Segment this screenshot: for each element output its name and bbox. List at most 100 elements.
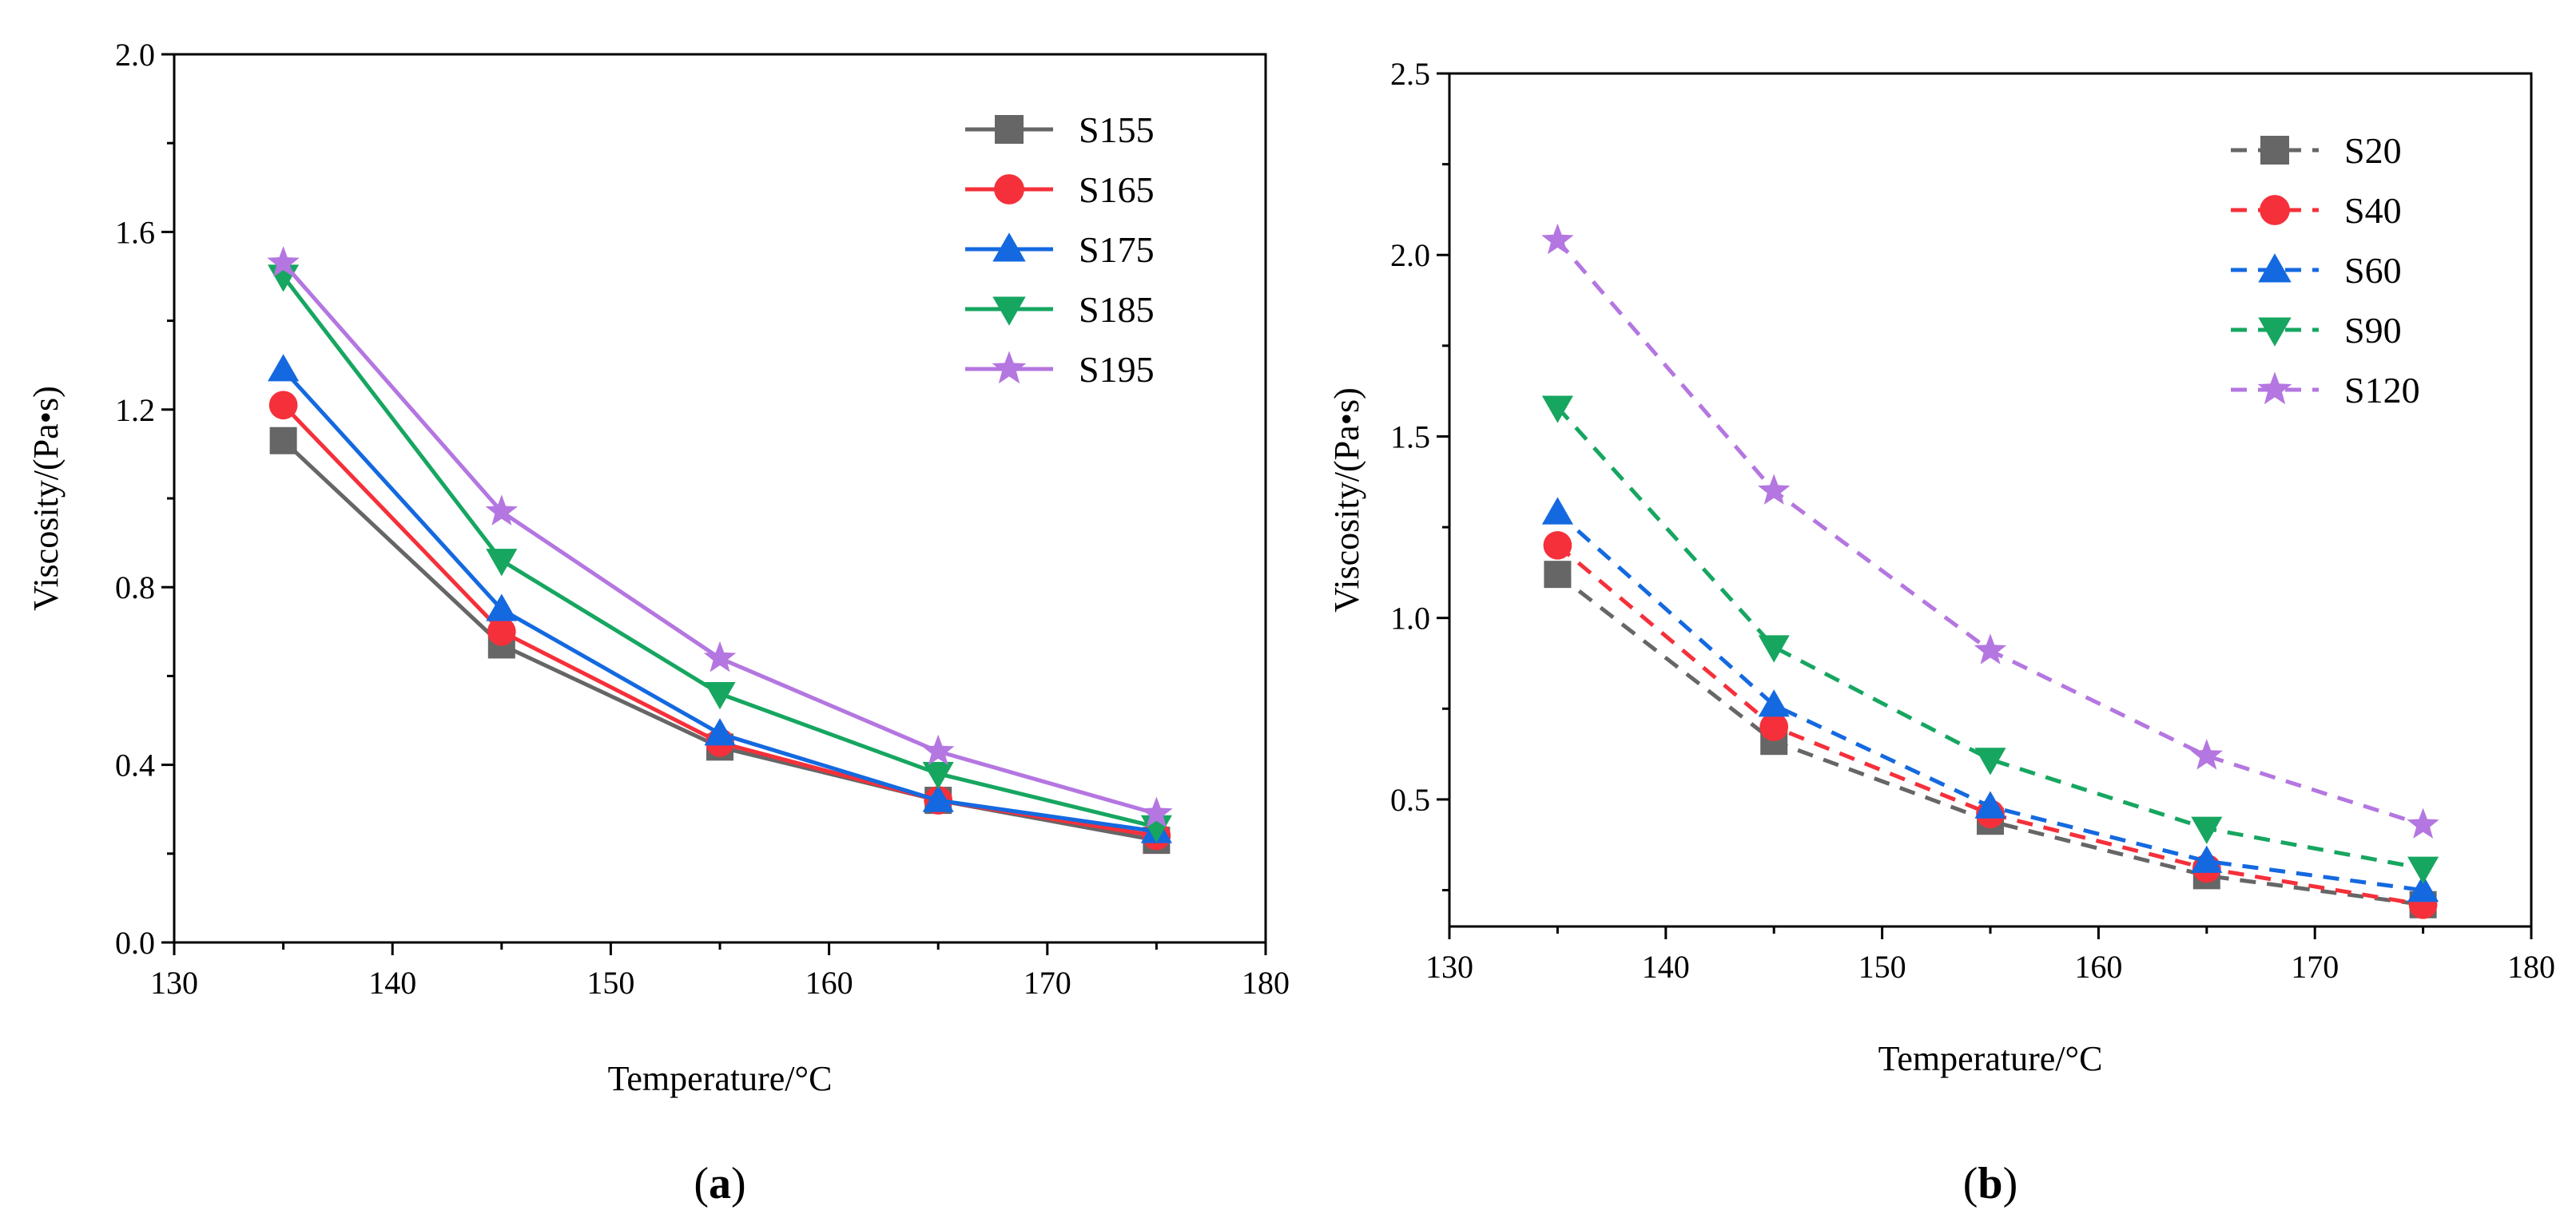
legend-marker-S185 [992,296,1026,326]
data-point-S165-135 [268,391,298,420]
x-tick-label: 180 [2507,949,2555,985]
legend-marker-S90 [2258,317,2292,347]
panel-a-chart: 130 140 150 160 170 180 0.0 0.4 0.8 1.2 1.6 2.0 Temp… [26,37,1290,1208]
legend-label-S90: S90 [2344,310,2402,351]
data-point-S60-135 [1541,497,1573,525]
panel-label-close: ) [731,1159,746,1208]
y-tick-label: 1.6 [115,214,155,250]
legend-label-S20: S20 [2344,130,2402,171]
data-point-S175-155 [704,718,736,746]
legend: S20 S40 S60 S90 S120 [2231,130,2420,411]
data-point-S90-155 [1974,748,2006,776]
data-point-S165-145 [487,617,516,646]
data-point-S120-145 [1758,474,1791,505]
x-tick-label: 150 [1858,949,1906,985]
data-point-S40-145 [1759,712,1789,741]
legend-marker-S20 [2260,136,2289,165]
x-axis-title: Temperature/°C [1878,1039,2103,1078]
data-point-S185-155 [704,681,736,710]
legend-marker-S175 [992,232,1026,262]
x-tick-label: 170 [1024,965,1071,1001]
data-point-S195-165 [922,734,955,766]
data-point-S155-135 [269,426,297,454]
x-tick-label: 130 [1425,949,1473,985]
legend: S155 S165 S175 S185 S195 [965,109,1155,390]
y-tick-label: 2.0 [115,37,155,73]
x-tick-label: 180 [1242,965,1290,1001]
y-tick-label: 1.5 [1390,419,1430,454]
data-point-S60-165 [2191,845,2223,873]
series-line-S165 [281,403,1157,839]
data-point-S60-145 [1758,689,1790,717]
x-tick-label: 170 [2291,949,2339,985]
data-point-S20-135 [1544,561,1572,589]
x-tick-label: 140 [368,965,416,1001]
series-S90 [1541,395,2439,884]
legend-marker-S40 [2260,195,2290,225]
data-point-S90-175 [2407,856,2439,884]
data-point-S120-175 [2407,807,2439,839]
data-point-S175-165 [922,784,954,812]
series-S175 [268,354,1172,843]
legend-marker-S155 [995,115,1024,144]
data-point-S60-155 [1974,791,2006,819]
series-line-S175 [281,368,1157,834]
panel-b-chart: 130 140 150 160 170 180 0.5 1.0 1.5 2.0 2.5 Tempera… [1327,56,2555,1208]
data-point-S120-135 [1541,223,1574,255]
data-point-S90-165 [2191,816,2223,844]
data-point-S185-145 [486,549,518,577]
data-point-S195-135 [267,246,300,277]
y-tick-label: 1.2 [115,392,155,428]
series-S60 [1541,497,2439,903]
panel-label-letter: a [709,1159,731,1208]
legend-label-S165: S165 [1079,169,1155,210]
series-line-S40 [1556,543,2424,907]
x-tick-label: 160 [805,965,853,1001]
legend-label-S195: S195 [1079,349,1155,390]
x-tick-label: 150 [586,965,634,1001]
series-S20 [1544,561,2437,918]
series-line-S155 [281,438,1157,843]
legend-marker-S60 [2258,253,2292,283]
legend-marker-S120 [2257,371,2292,405]
legend-label-S175: S175 [1079,229,1155,270]
y-tick-label: 0.0 [115,925,155,961]
y-tick-label: 1.0 [1390,601,1430,637]
y-tick-label: 0.4 [115,748,155,784]
series-line-S20 [1556,573,2423,907]
legend-marker-S165 [994,174,1024,204]
legend-label-S155: S155 [1079,109,1155,150]
series-S155 [269,426,1171,855]
data-point-S120-155 [1974,633,2007,665]
legend-label-S185: S185 [1079,289,1155,330]
panel-label-close: ) [2003,1159,2018,1208]
y-tick-label: 0.5 [1390,782,1430,818]
legend-label-S120: S120 [2344,370,2420,411]
panel-label-letter: b [1978,1159,2002,1208]
panel-label-open: ( [1963,1159,1978,1208]
data-point-S185-165 [922,762,954,790]
data-point-S40-135 [1543,530,1572,560]
data-point-S195-175 [1140,796,1173,827]
series-S120 [1541,223,2439,839]
y-axis-title: Viscosity/(Pa•s) [26,386,66,611]
x-tick-label: 160 [2074,949,2122,985]
data-point-S60-175 [2407,875,2439,903]
x-tick-label: 130 [150,965,198,1001]
data-point-S175-135 [268,354,300,382]
data-point-S175-145 [486,593,518,621]
y-tick-label: 2.5 [1390,56,1430,92]
data-point-S90-145 [1758,635,1790,663]
data-point-S195-155 [703,641,737,672]
y-axis-title: Viscosity/(Pa•s) [1327,387,1366,613]
series-S40 [1543,530,2438,919]
panel-label: (a) [694,1159,745,1208]
series-S195 [267,246,1173,827]
panel-label: (b) [1963,1159,2017,1208]
legend-label-S60: S60 [2344,250,2402,291]
data-point-S120-165 [2190,739,2223,770]
y-tick-label: 2.0 [1390,237,1430,273]
data-point-S90-135 [1541,395,1573,423]
x-tick-label: 140 [1642,949,1690,985]
